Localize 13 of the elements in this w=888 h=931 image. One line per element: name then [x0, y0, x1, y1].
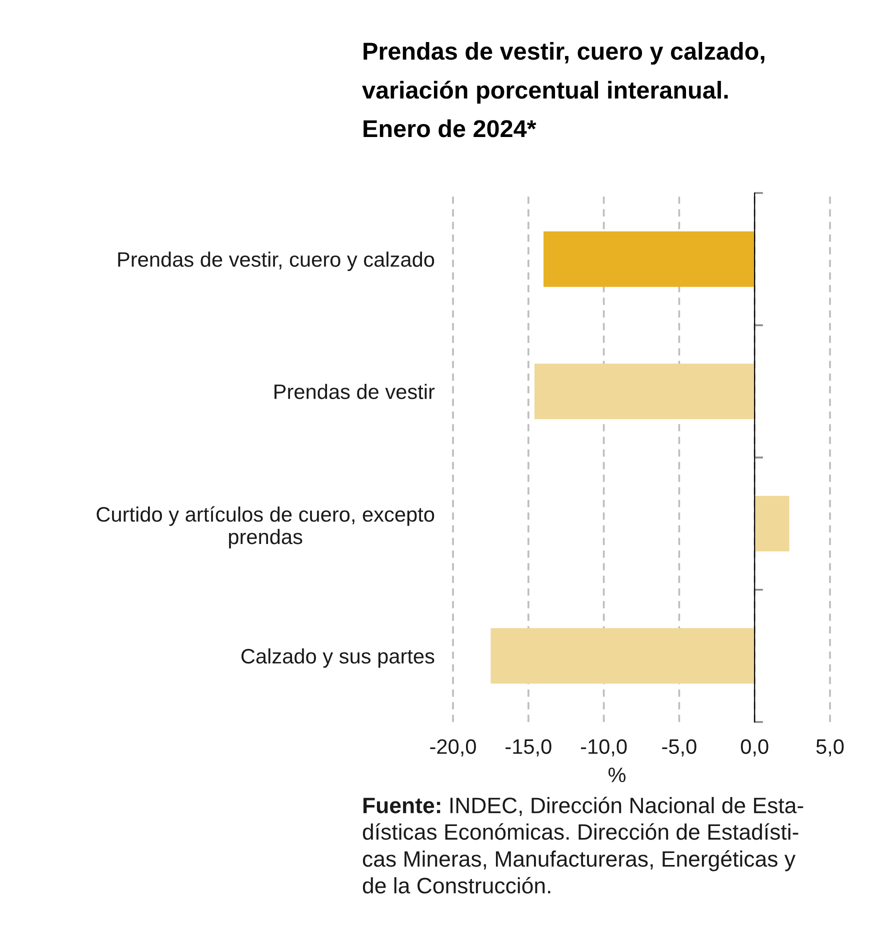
- chart-title: Prendas de vestir, cuero y calzado, variación porcentual interanual. Enero de 2024*: [362, 42, 764, 138]
- y-tick-label: Prendas de vestir, cuero y calzado: [118, 252, 434, 271]
- y-tick-label: Curtido y artículos de cuero, excepto prendas: [96, 506, 434, 548]
- x-tick-label: -20,0: [430, 739, 476, 756]
- y-tick-label: Prendas de vestir: [274, 384, 435, 400]
- x-axis-title: %: [608, 768, 626, 782]
- x-tick-label: -5,0: [662, 739, 696, 756]
- source-note: Fuente: INDEC, Dirección Nacional de Esta- dísticas Económicas. Dirección de Estadísti- cas Mineras, Manufactureras, Energéticas y de la Construcción.: [362, 796, 804, 894]
- y-tick-label: Calzado y sus partes: [241, 648, 434, 668]
- x-tick-label: 5,0: [816, 739, 844, 756]
- x-tick-label: 0,0: [740, 739, 768, 756]
- x-tick-label: -15,0: [506, 739, 552, 756]
- x-tick-label: -10,0: [580, 739, 627, 756]
